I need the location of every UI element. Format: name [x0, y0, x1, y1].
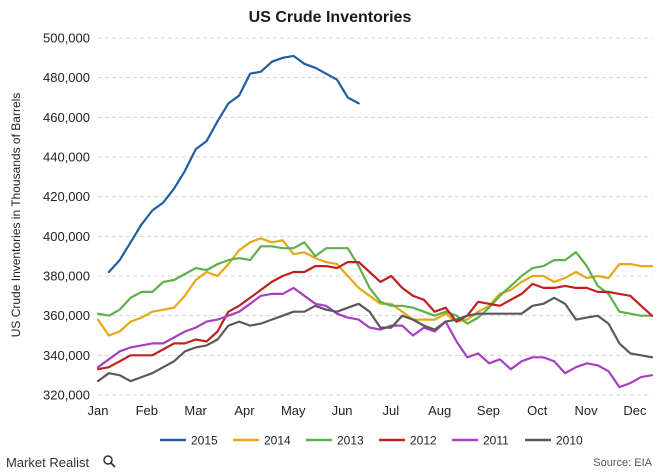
market-realist-logo: Market Realist — [6, 455, 116, 470]
source-note: Source: EIA — [593, 457, 652, 469]
y-tick-label: 440,000 — [43, 150, 90, 165]
legend-item-2010: 2010 — [525, 434, 583, 448]
brand-name: Market Realist — [6, 455, 89, 470]
legend-item-2015: 2015 — [160, 434, 218, 448]
grid-lines — [98, 37, 652, 396]
series-line-2011 — [96, 286, 654, 389]
y-axis-label: US Crude Inventories in Thousands of Bar… — [9, 93, 23, 338]
legend-label: 2010 — [556, 434, 583, 448]
legend-item-2014: 2014 — [233, 434, 291, 448]
x-tick-label: Aug — [428, 403, 451, 418]
y-tick-label: 500,000 — [43, 31, 90, 46]
y-tick-label: 460,000 — [43, 110, 90, 125]
x-tick-label: Oct — [527, 403, 548, 418]
y-tick-label: 480,000 — [43, 70, 90, 85]
series-line-2012 — [96, 261, 654, 371]
series-line-2010 — [96, 296, 654, 383]
legend-label: 2012 — [410, 434, 437, 448]
legend-item-2013: 2013 — [306, 434, 364, 448]
legend: 2015 2014 2013 2012 2011 2010 — [160, 434, 583, 448]
series-lines — [96, 54, 654, 389]
x-tick-labels: Jan Feb Mar Apr May Jun Jul Aug Sep Oct Nov Dec — [88, 403, 647, 418]
series-line-2014 — [96, 237, 654, 337]
x-tick-label: Jan — [88, 403, 109, 418]
legend-item-2012: 2012 — [379, 434, 437, 448]
y-tick-label: 360,000 — [43, 308, 90, 323]
x-tick-label: Jun — [332, 403, 353, 418]
y-tick-label: 340,000 — [43, 348, 90, 363]
legend-label: 2013 — [337, 434, 364, 448]
y-tick-label: 420,000 — [43, 189, 90, 204]
x-tick-label: Feb — [136, 403, 158, 418]
legend-label: 2014 — [264, 434, 291, 448]
y-tick-labels: 500,000 480,000 460,000 440,000 420,000 400,0… — [43, 31, 90, 403]
magnifier-icon — [103, 455, 116, 468]
y-tick-label: 320,000 — [43, 388, 90, 403]
series-line-2013 — [96, 241, 654, 325]
x-tick-label: Mar — [184, 403, 207, 418]
legend-label: 2011 — [483, 434, 509, 448]
x-tick-label: Nov — [575, 403, 599, 418]
x-tick-label: Sep — [477, 403, 500, 418]
y-tick-label: 400,000 — [43, 229, 90, 244]
series-line-2015 — [107, 54, 360, 274]
x-tick-label: May — [281, 403, 306, 418]
x-tick-label: Dec — [623, 403, 647, 418]
y-tick-label: 380,000 — [43, 269, 90, 284]
legend-label: 2015 — [191, 434, 218, 448]
x-tick-label: Apr — [234, 403, 255, 418]
x-tick-label: Jul — [383, 403, 400, 418]
legend-item-2011: 2011 — [452, 434, 509, 448]
chart-title: US Crude Inventories — [249, 9, 412, 26]
